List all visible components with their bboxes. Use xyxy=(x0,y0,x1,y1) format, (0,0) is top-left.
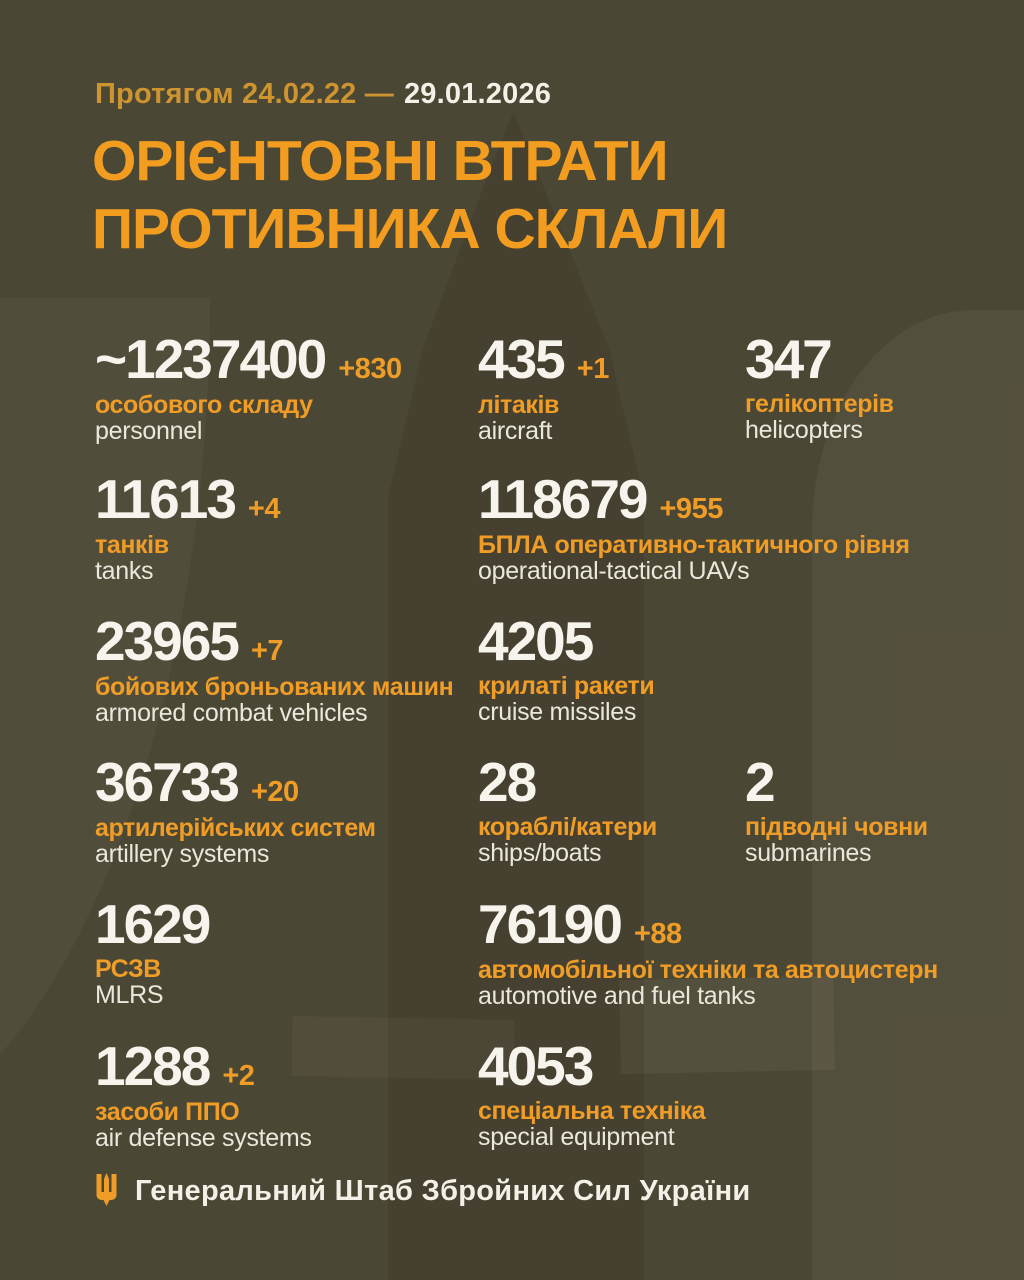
stat-label-en: aircraft xyxy=(478,417,553,445)
stat-label-en: cruise missiles xyxy=(478,698,637,726)
stat-label-uk: танків xyxy=(95,531,169,559)
stat-value: 4205 xyxy=(478,610,594,672)
stat-value: 347 xyxy=(745,328,833,390)
period-date: 29.01.2026 xyxy=(403,78,552,110)
stat-special-equipment: 4053 спеціальна техніка special equipmen… xyxy=(478,1035,706,1151)
stat-delta: +830 xyxy=(338,353,402,385)
stat-label-uk: спеціальна техніка xyxy=(478,1097,706,1125)
stat-value: 118679 xyxy=(478,468,648,530)
stat-label-en: personnel xyxy=(95,417,203,445)
tryzub-icon xyxy=(96,1173,117,1206)
stat-mlrs: 1629 РСЗВ MLRS xyxy=(95,893,222,1009)
stat-value: 36733 xyxy=(95,751,240,813)
stat-value: 1288 xyxy=(95,1035,211,1097)
stat-delta: +955 xyxy=(659,493,724,525)
stat-delta: +2 xyxy=(222,1060,255,1092)
footer-org-name: Генеральний Штаб Збройних Сил України xyxy=(135,1174,751,1207)
stat-armored-vehicles: 23965 +7 бойових броньованих машин armore… xyxy=(95,610,454,727)
stat-delta: +20 xyxy=(250,776,299,808)
stat-value: 11613 xyxy=(95,468,237,530)
stat-label-uk: засоби ППО xyxy=(95,1098,240,1126)
stat-label-en: artillery systems xyxy=(95,840,270,868)
period-line: Протягом 24.02.22 — 29.01.2026 xyxy=(95,78,551,111)
stat-label-uk: літаків xyxy=(478,391,560,419)
stat-label-en: ships/boats xyxy=(478,839,602,867)
stat-value: 2 xyxy=(745,751,776,813)
stat-label-en: tanks xyxy=(95,557,154,585)
stat-vehicles-fuel-tanks: 76190 +88 автомобільної техніки та автоци… xyxy=(478,893,938,1010)
stat-label-uk: бойових броньованих машин xyxy=(95,673,454,701)
page-title: ОРІЄНТОВНІ ВТРАТИ ПРОТИВНИКА СКЛАЛИ xyxy=(92,127,728,263)
period-label: Протягом 24.02.22 — xyxy=(95,78,394,110)
stat-air-defense: 1288 +2 засоби ППО air defense systems xyxy=(95,1035,312,1152)
stat-value: 76190 xyxy=(478,893,623,955)
stat-delta: +1 xyxy=(576,353,610,385)
title-line-2: ПРОТИВНИКА СКЛАЛИ xyxy=(92,197,728,261)
stat-artillery: 36733 +20 артилерійських систем artillery… xyxy=(95,751,376,868)
stat-label-en: submarines xyxy=(745,839,872,867)
stat-delta: +4 xyxy=(247,493,281,525)
stat-label-en: operational-tactical UAVs xyxy=(478,557,750,585)
stat-label-uk: гелікоптерів xyxy=(745,390,894,418)
stat-label-en: helicopters xyxy=(745,416,863,444)
stat-label-uk: артилерійських систем xyxy=(95,814,376,842)
stat-value: 23965 xyxy=(95,610,240,672)
stat-delta: +7 xyxy=(250,635,284,667)
stat-label-uk: кораблі/катери xyxy=(478,813,657,841)
stat-helicopters: 347 гелікоптерів helicopters xyxy=(745,328,894,444)
stat-personnel: ~1237400 +830 особового складу personnel xyxy=(95,328,402,445)
stat-uavs: 118679 +955 БПЛА оперативно-тактичного рі… xyxy=(478,468,910,585)
stat-aircraft: 435 +1 літаків aircraft xyxy=(478,328,610,445)
stat-cruise-missiles: 4205 крилаті ракети cruise missiles xyxy=(478,610,655,726)
stat-label-uk: БПЛА оперативно-тактичного рівня xyxy=(478,531,910,559)
stat-ships: 28 кораблі/катери ships/boats xyxy=(478,751,657,867)
stat-label-en: special equipment xyxy=(478,1123,675,1151)
title-line-1: ОРІЄНТОВНІ ВТРАТИ xyxy=(92,129,669,193)
stat-label-uk: РСЗВ xyxy=(95,955,161,983)
stat-label-uk: крилаті ракети xyxy=(478,672,655,700)
footer: Генеральний Штаб Збройних Сил України xyxy=(95,1172,751,1210)
stat-value: ~1237400 xyxy=(95,328,327,390)
stat-label-uk: автомобільної техніки та автоцистерн xyxy=(478,956,938,984)
stat-value: 435 xyxy=(478,328,566,390)
stat-value: 1629 xyxy=(95,893,211,955)
stat-label-en: MLRS xyxy=(95,981,164,1009)
stat-label-en: air defense systems xyxy=(95,1124,312,1152)
stat-delta: +88 xyxy=(633,918,682,950)
stat-label-en: automotive and fuel tanks xyxy=(478,982,756,1010)
stat-tanks: 11613 +4 танків tanks xyxy=(95,468,281,585)
stat-value: 4053 xyxy=(478,1035,594,1097)
stat-label-uk: підводні човни xyxy=(745,813,928,841)
stat-label-uk: особового складу xyxy=(95,391,313,419)
stat-submarines: 2 підводні човни submarines xyxy=(745,751,928,867)
stat-label-en: armored combat vehicles xyxy=(95,699,368,727)
stat-value: 28 xyxy=(478,751,537,813)
